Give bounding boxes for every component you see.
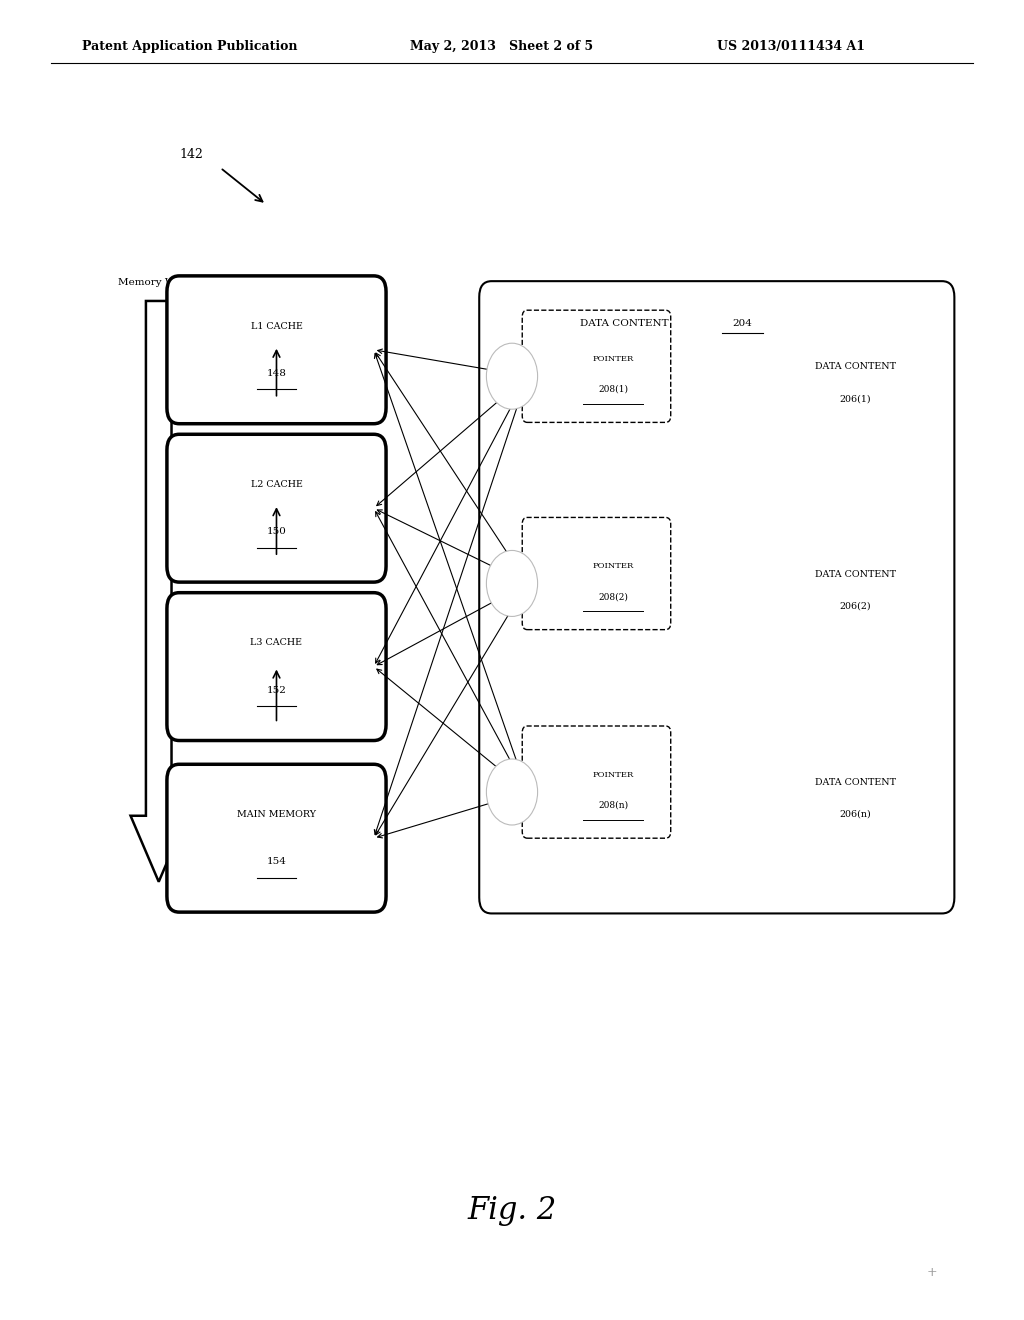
Text: 142: 142 [179, 148, 203, 161]
Text: 208(n): 208(n) [598, 801, 628, 809]
Text: Memory Wall: Memory Wall [118, 279, 187, 286]
FancyBboxPatch shape [522, 517, 671, 630]
Text: May 2, 2013   Sheet 2 of 5: May 2, 2013 Sheet 2 of 5 [410, 40, 593, 53]
Text: 208(2): 208(2) [598, 593, 628, 601]
FancyBboxPatch shape [522, 726, 671, 838]
Text: US 2013/0111434 A1: US 2013/0111434 A1 [717, 40, 865, 53]
Text: L3 CACHE: L3 CACHE [251, 639, 302, 647]
Text: L1 CACHE: L1 CACHE [251, 322, 302, 330]
Text: 208(1): 208(1) [598, 385, 628, 393]
Text: MAIN MEMORY: MAIN MEMORY [237, 810, 316, 818]
FancyBboxPatch shape [522, 310, 671, 422]
Text: 150: 150 [266, 528, 287, 536]
Text: L2 CACHE: L2 CACHE [251, 480, 302, 488]
Text: 206(1): 206(1) [840, 395, 870, 403]
Text: DATA CONTENT: DATA CONTENT [581, 319, 669, 327]
Text: 206(n): 206(n) [839, 810, 871, 818]
Text: 202: 202 [223, 279, 243, 286]
Circle shape [486, 343, 538, 409]
Text: 206(2): 206(2) [840, 602, 870, 610]
Text: 152: 152 [266, 686, 287, 694]
Text: POINTER: POINTER [593, 771, 634, 779]
Text: 204: 204 [732, 319, 753, 327]
Text: Patent Application Publication: Patent Application Publication [82, 40, 297, 53]
Text: +: + [927, 1266, 937, 1279]
FancyArrow shape [131, 301, 186, 882]
Text: DATA CONTENT: DATA CONTENT [814, 363, 896, 371]
FancyBboxPatch shape [167, 593, 386, 741]
FancyBboxPatch shape [167, 276, 386, 424]
Text: 154: 154 [266, 858, 287, 866]
Circle shape [486, 550, 538, 616]
FancyBboxPatch shape [479, 281, 954, 913]
FancyBboxPatch shape [167, 764, 386, 912]
Text: POINTER: POINTER [593, 355, 634, 363]
Text: DATA CONTENT: DATA CONTENT [814, 779, 896, 787]
Text: DATA CONTENT: DATA CONTENT [814, 570, 896, 578]
Circle shape [486, 759, 538, 825]
FancyBboxPatch shape [167, 434, 386, 582]
Text: Fig. 2: Fig. 2 [467, 1195, 557, 1226]
Text: POINTER: POINTER [593, 562, 634, 570]
Text: 148: 148 [266, 370, 287, 378]
